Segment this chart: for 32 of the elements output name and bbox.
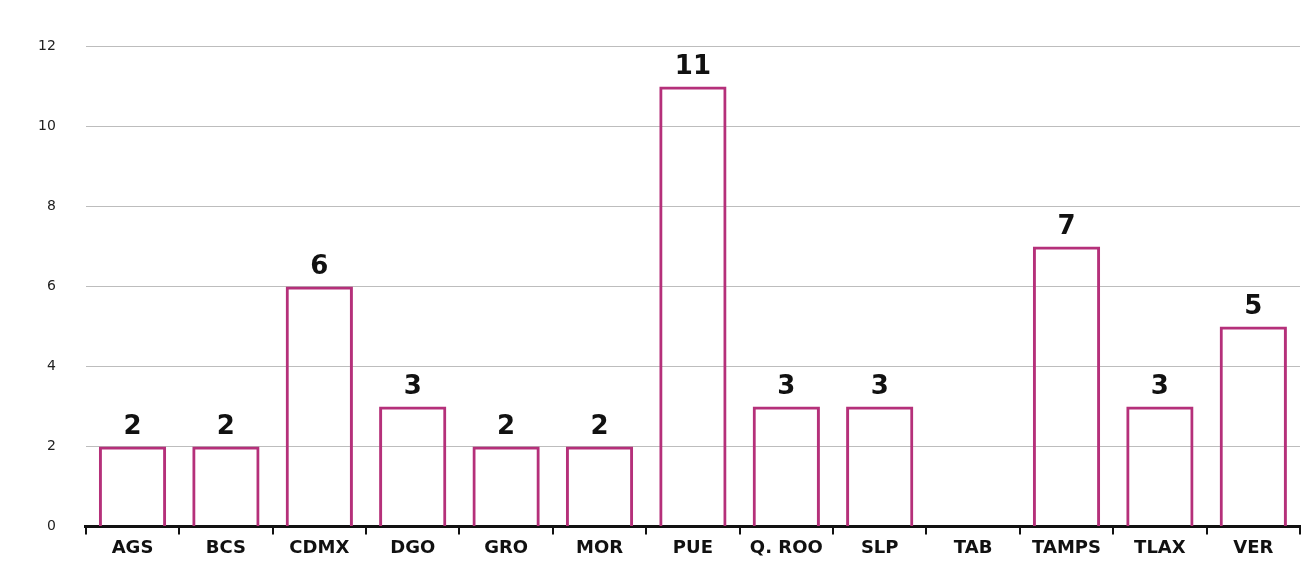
y-tick-label: 8 [46, 197, 56, 214]
data-label: 2 [590, 410, 609, 441]
x-tick-label: TLAX [1134, 536, 1186, 558]
x-tick-label: CDMX [289, 536, 350, 558]
data-label: 2 [216, 410, 235, 441]
x-tick-label: MOR [575, 536, 624, 558]
data-label: 6 [310, 250, 329, 281]
data-label: 3 [777, 370, 796, 401]
x-tick-label: Q. ROO [749, 536, 823, 558]
data-label: 2 [123, 410, 142, 441]
data-label: 3 [403, 370, 422, 401]
x-tick-label: TAMPS [1032, 536, 1101, 558]
data-label: 7 [1057, 210, 1076, 241]
data-label: 5 [1244, 290, 1263, 321]
data-label: 2 [497, 410, 516, 441]
y-tick-label: 4 [46, 357, 56, 374]
y-tick-label: 12 [37, 37, 56, 54]
y-tick-label: 10 [37, 117, 56, 134]
y-tick-label: 2 [46, 437, 56, 454]
x-tick-label: DGO [390, 536, 436, 558]
data-label: 3 [1150, 370, 1169, 401]
x-tick-label: VER [1233, 536, 1274, 558]
x-tick-label: TAB [953, 536, 993, 558]
data-label: 3 [870, 370, 889, 401]
x-tick-label: BCS [205, 536, 247, 558]
x-tick-label: AGS [111, 536, 154, 558]
x-tick-label: SLP [860, 536, 899, 558]
x-tick-label: GRO [484, 536, 529, 558]
y-tick-label: 0 [46, 517, 56, 534]
y-tick-label: 6 [46, 277, 56, 294]
data-label: 11 [674, 50, 711, 81]
x-tick-label: PUE [672, 536, 713, 558]
